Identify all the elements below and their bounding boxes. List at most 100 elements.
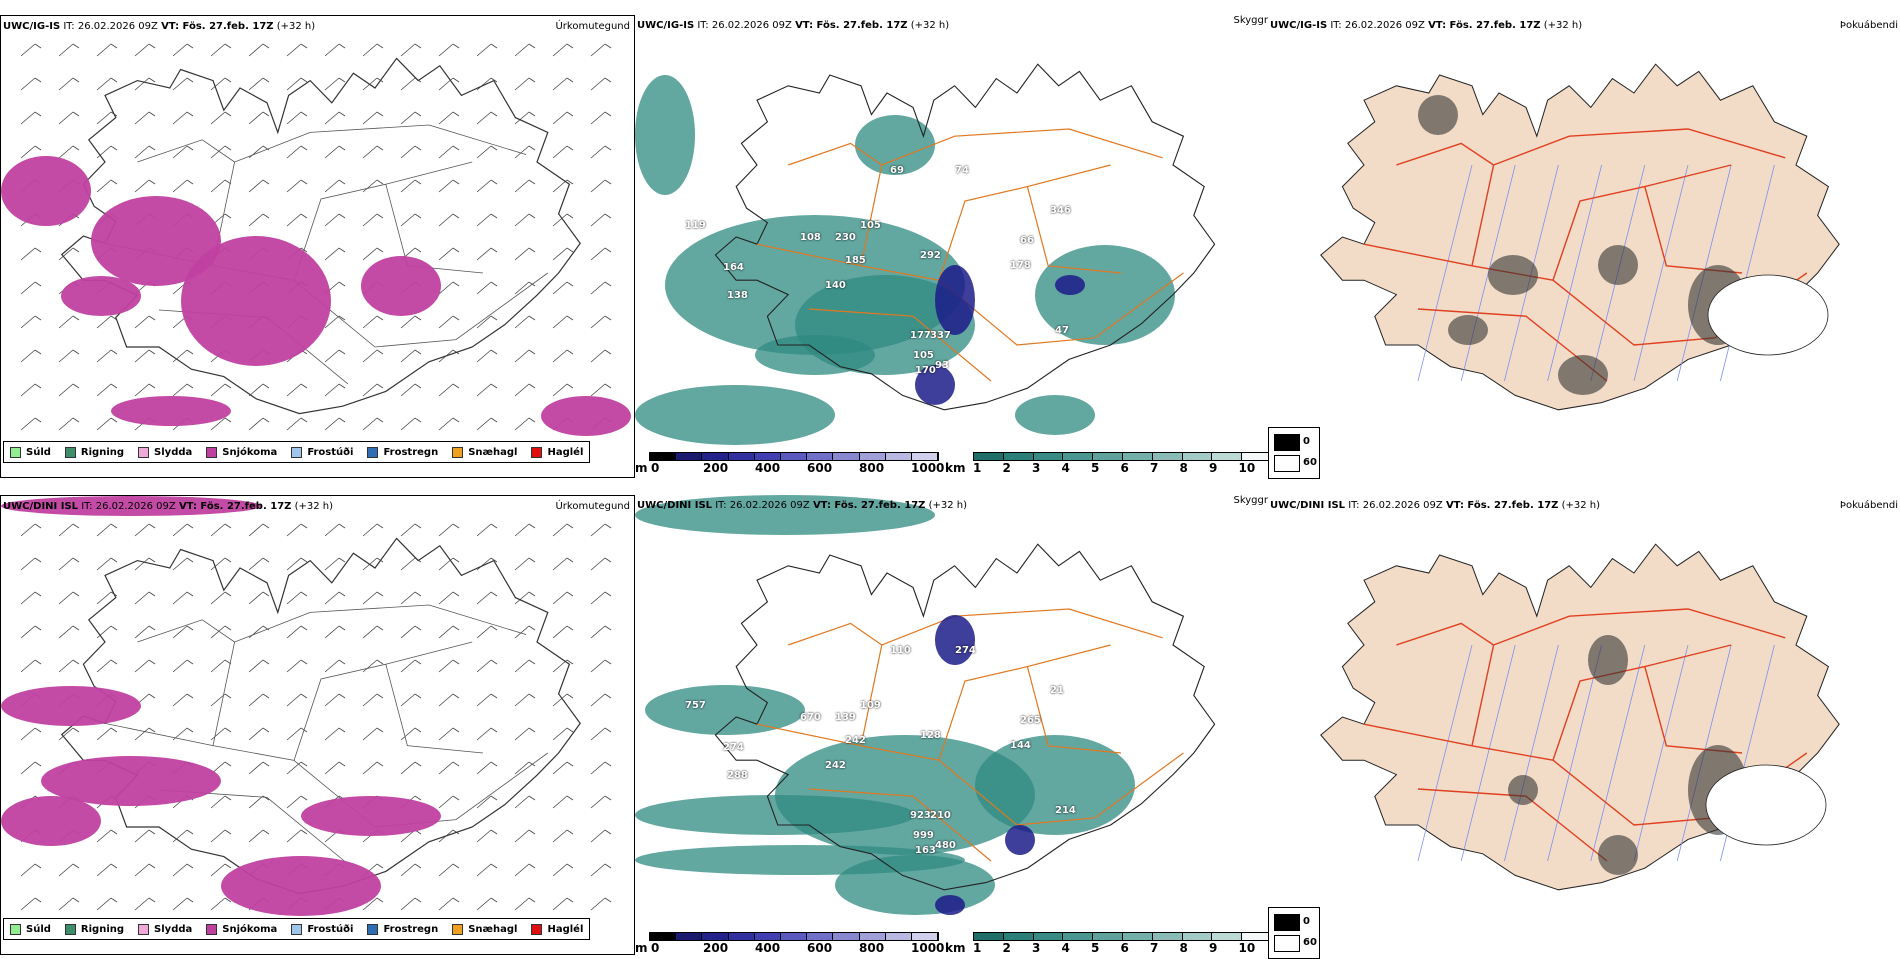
- ceiling-tick: 200: [703, 461, 729, 475]
- precip-title: Úrkomutegund: [555, 21, 630, 32]
- map-value-label: 21: [1050, 685, 1064, 696]
- legend-label: Frostregn: [383, 923, 439, 935]
- fog-key-0: 0: [1303, 436, 1310, 447]
- fog-panel: UWC/DINI ISL IT: 26.02.2026 09Z VT: Fös.…: [1268, 495, 1900, 895]
- legend-item: Snæhagl: [452, 923, 518, 935]
- map-value-label: 93: [935, 360, 949, 371]
- precip-title: Úrkomutegund: [555, 501, 630, 512]
- legend-label: Súld: [26, 446, 51, 458]
- visibility-map: [635, 495, 1216, 915]
- legend-swatch: [206, 923, 218, 935]
- map-value-label: 105: [913, 350, 934, 361]
- legend-swatch: [452, 923, 464, 935]
- legend-label: Frostúði: [307, 446, 354, 458]
- map-value-label: 292: [920, 250, 941, 261]
- visibility-tick: 9: [1209, 941, 1218, 955]
- visibility-tick: 2: [1002, 941, 1011, 955]
- legend-item: Frostregn: [367, 923, 439, 935]
- valid-time: VT: Fös. 27.feb. 17Z: [795, 20, 908, 31]
- legend-label: Haglél: [547, 923, 584, 935]
- panel-header: UWC/IG-IS IT: 26.02.2026 09Z VT: Fös. 27…: [1270, 20, 1582, 31]
- ceiling-tick: 600: [807, 941, 833, 955]
- legend-label: Rigning: [80, 446, 125, 458]
- legend-item: Snæhagl: [452, 446, 518, 458]
- legend-swatch: [291, 446, 303, 458]
- map-value-label: 670: [800, 712, 821, 723]
- fog-key-0: 0: [1303, 916, 1310, 927]
- ceiling-tick: 800: [859, 461, 885, 475]
- visibility-tick: 8: [1179, 941, 1188, 955]
- model-name: UWC/IG-IS: [1270, 20, 1328, 31]
- model-name: UWC/IG-IS: [3, 21, 61, 32]
- visibility-tick: 5: [1091, 461, 1100, 475]
- ceiling-unit: m: [635, 941, 648, 955]
- map-value-label: 274: [723, 742, 744, 753]
- map-value-label: 242: [845, 735, 866, 746]
- map-value-label: 210: [930, 810, 951, 821]
- fog-key-white: [1274, 455, 1300, 472]
- ceiling-tick: 400: [755, 461, 781, 475]
- legend-item: Súld: [10, 923, 51, 935]
- ceiling-tick: 800: [859, 941, 885, 955]
- lead-time: (+32 h): [276, 21, 316, 32]
- fog-key-black: [1274, 434, 1300, 451]
- ceiling-tick: 400: [755, 941, 781, 955]
- map-value-label: 105: [860, 220, 881, 231]
- fog-key-60: 60: [1303, 937, 1317, 948]
- map-value-label: 163: [915, 845, 936, 856]
- precip-type-panel: UWC/DINI ISL IT: 26.02.2026 09Z VT: Fös.…: [0, 495, 635, 955]
- init-time: IT: 26.02.2026 09Z: [697, 20, 792, 31]
- legend-label: Snjókoma: [222, 446, 278, 458]
- map-value-label: 66: [1020, 235, 1034, 246]
- map-value-label: 109: [860, 700, 881, 711]
- map-value-label: 242: [825, 760, 846, 771]
- legend-label: Súld: [26, 923, 51, 935]
- fog-map: [1320, 543, 1840, 891]
- visibility-panel: UWC/DINI ISL IT: 26.02.2026 09Z VT: Fös.…: [635, 495, 1275, 958]
- legend-swatch: [138, 923, 150, 935]
- visibility-colorbar: km 1 2 3 4 5 6 7 8 9 10: [945, 932, 1275, 958]
- ceiling-tick: 600: [807, 461, 833, 475]
- legend-swatch: [531, 446, 543, 458]
- visibility-tick: 4: [1061, 461, 1070, 475]
- visibility-title: Skyggni: [1233, 15, 1273, 26]
- lead-time: (+32 h): [928, 500, 968, 511]
- map-value-label: 999: [913, 830, 934, 841]
- visibility-tick: 2: [1002, 461, 1011, 475]
- lead-time: (+32 h): [294, 501, 334, 512]
- lead-time: (+32 h): [910, 20, 950, 31]
- panel-header: UWC/DINI ISL IT: 26.02.2026 09Z VT: Fös.…: [1270, 500, 1600, 511]
- map-value-label: 47: [1055, 325, 1069, 336]
- precip-legend: Súld Rigning Slydda Snjókoma Frostúði Frostre…: [3, 441, 591, 463]
- precip-type-panel: UWC/IG-IS IT: 26.02.2026 09Z VT: Fös. 27…: [0, 15, 635, 478]
- legend-swatch: [10, 446, 21, 458]
- legend-label: Frostúði: [307, 923, 354, 935]
- legend-item: Frostregn: [367, 446, 438, 458]
- legend-label: Snæhagl: [468, 446, 518, 458]
- legend-swatch: [531, 923, 543, 935]
- fog-title: Þokuábendi: [1839, 500, 1898, 511]
- visibility-tick: 9: [1209, 461, 1218, 475]
- fog-title: Þokuábendi: [1839, 20, 1898, 31]
- valid-time: VT: Fös. 27.feb. 17Z: [161, 21, 274, 32]
- ceiling-tick: 0: [651, 461, 660, 475]
- legend-swatch: [64, 446, 76, 458]
- precip-legend: Súld Rigning Slydda Snjókoma Frostúði Frostre…: [3, 918, 591, 940]
- legend-label: Rigning: [80, 923, 125, 935]
- legend-item: Rigning: [64, 446, 125, 458]
- legend-label: Snæhagl: [468, 923, 518, 935]
- precip-map: [1, 496, 612, 916]
- map-value-label: 177: [910, 330, 931, 341]
- map-value-label: 288: [727, 770, 748, 781]
- map-value-label: 480: [935, 840, 956, 851]
- visibility-tick: 10: [1238, 461, 1256, 475]
- map-value-label: 178: [1010, 260, 1031, 271]
- fog-map: [1320, 63, 1840, 411]
- map-value-label: 923: [910, 810, 931, 821]
- valid-time: VT: Fös. 27.feb. 17Z: [1445, 500, 1559, 511]
- ceiling-tick: 200: [703, 941, 729, 955]
- visibility-map: [635, 63, 1216, 445]
- model-name: UWC/IG-IS: [637, 20, 695, 31]
- legend-item: Súld: [10, 446, 51, 458]
- legend-swatch: [291, 923, 303, 935]
